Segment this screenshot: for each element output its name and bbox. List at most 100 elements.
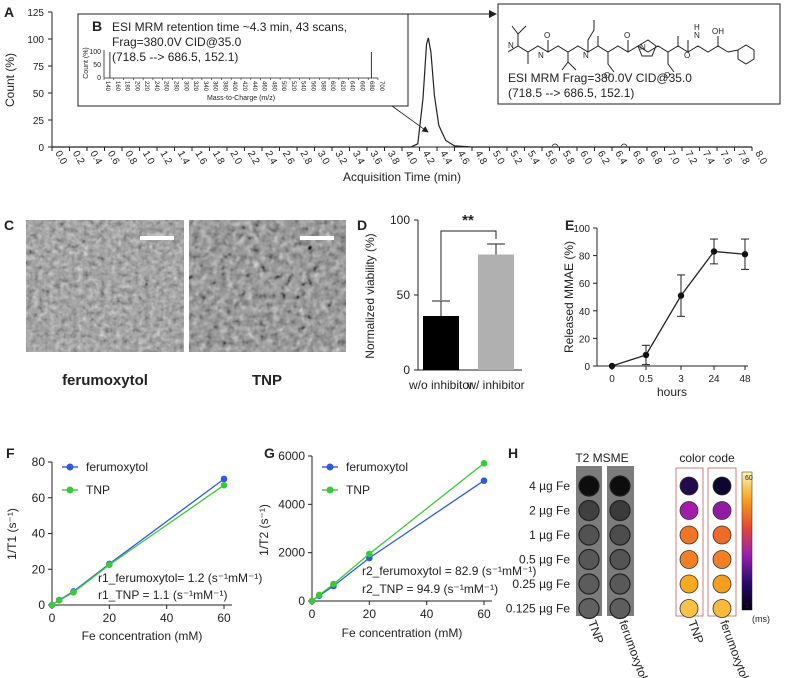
- chart-b-x-tick-label: 200: [133, 81, 139, 92]
- chart-e-y-tick-label: 60: [579, 279, 591, 290]
- chart-b-x-tick-label: 600: [329, 81, 335, 92]
- color-sample-well: [679, 501, 699, 520]
- molecule-skeleton: [507, 20, 755, 73]
- chart-g-y-tick-label: 0: [298, 594, 305, 608]
- color-sample-well: [679, 599, 699, 618]
- atom-label: O: [624, 31, 630, 40]
- chart-b-x-tick-label: 520: [290, 81, 296, 92]
- chart-f-point: [70, 589, 77, 596]
- legend-marker: [66, 463, 74, 471]
- mri-col-label: ferumoxytol: [717, 618, 751, 678]
- chart-b-x-tick-label: 480: [270, 81, 276, 92]
- chart-f-annotation-1: r1_ferumoxytol= 1.2 (s⁻¹mM⁻¹): [98, 571, 262, 585]
- chart-b-x-tick-label: 380: [221, 81, 227, 92]
- chart-a-x-tick-label: 6.0: [577, 149, 594, 167]
- chart-a-x-tick-label: 4.2: [420, 149, 437, 167]
- chart-e-point: [741, 251, 749, 258]
- t2-sample-well: [578, 573, 600, 595]
- chart-a-x-tick-label: 7.0: [665, 149, 682, 167]
- colorbar-unit: (ms): [752, 614, 770, 624]
- atom-label: OH: [712, 27, 724, 36]
- chart-b-x-tick-label: 180: [124, 81, 130, 92]
- chart-d-ylabel: Normalized viability (%): [363, 233, 377, 358]
- chart-a-x-tick-label: 7.2: [682, 149, 699, 167]
- chart-b: B ESI MRM retention time ~4.3 min, 43 sc…: [77, 13, 409, 107]
- chart-f-y-tick-label: 60: [32, 491, 46, 505]
- chart-g-x-tick-label: 20: [363, 607, 377, 621]
- panel-label-d: D: [357, 217, 367, 233]
- chart-b-xlabel: Mass-to-Charge (m/z): [207, 95, 275, 102]
- chart-g-legend: ferumoxytol TNP: [322, 460, 408, 497]
- legend-marker: [66, 486, 74, 494]
- chart-b-x-tick-label: 240: [153, 81, 159, 92]
- scale-bar: [300, 236, 334, 240]
- t2-sample-well: [609, 597, 631, 620]
- chart-f-x-tick-label: 20: [103, 611, 117, 625]
- chart-e-ylabel: Released MMAE (%): [562, 241, 576, 353]
- chart-d-y-tick-label: 0: [403, 363, 410, 377]
- chart-a-x-tick-label: 5.6: [542, 149, 559, 167]
- chart-f-y-tick-label: 40: [32, 527, 46, 541]
- chart-b-subtitle-2: (718.5 --> 686.5, 152.1): [112, 50, 238, 64]
- colorbar: [741, 471, 753, 611]
- color-sample-well: [679, 550, 699, 569]
- atom-label: N: [538, 51, 544, 60]
- chart-e-x-tick-label: 0.5: [639, 374, 653, 385]
- chart-d-y-tick-label: 50: [397, 288, 411, 302]
- chart-g-point: [308, 597, 316, 605]
- chart-a-x-tick-label: 1.4: [175, 149, 192, 167]
- chart-e: 0 20 40 60 80 100 0 0.5 3 24 48 hours Released MM…: [562, 224, 751, 399]
- chart-a-x-tick-label: 0.2: [70, 149, 87, 167]
- tem-label-ferumoxytol: ferumoxytol: [62, 372, 148, 389]
- chart-g-xlabel: Fe concentration (mM): [342, 626, 463, 640]
- chart-e-point: [677, 292, 685, 299]
- chart-f-xlabel: Fe concentration (mM): [82, 629, 203, 643]
- chart-b-x-tick-label: 300: [182, 81, 188, 92]
- chart-b-x-tick-label: 360: [212, 81, 218, 92]
- chart-a-y-tick-label: 50: [33, 89, 45, 100]
- chart-a-y-tick-label: 100: [27, 35, 44, 46]
- chart-g: 0 20 40 60 0 2000 4000 6000 ferumoxytol TNP r2_…: [257, 449, 536, 640]
- chart-a-x-tick-label: 4.4: [437, 149, 454, 167]
- panel-label-g: G: [264, 445, 275, 461]
- chart-a-x-tick-label: 3.0: [315, 149, 332, 167]
- chart-a-x-tick-label: 5.8: [560, 149, 577, 167]
- chart-a-x-tick-label: 5.4: [525, 149, 542, 167]
- legend-label: ferumoxytol: [346, 460, 408, 474]
- chart-g-point: [315, 591, 323, 599]
- chart-g-point: [480, 477, 488, 484]
- chart-a-x-tick-label: 5.0: [490, 149, 507, 167]
- chart-b-ylabel: Count (%): [83, 47, 90, 79]
- chart-b-y-tick-label: 50: [93, 62, 101, 69]
- chart-e-point: [642, 351, 650, 359]
- panel-label-h: H: [508, 445, 518, 461]
- chart-b-x-tick-label: 580: [319, 81, 325, 92]
- atom-label: O: [684, 51, 690, 60]
- chart-f-point: [55, 597, 63, 604]
- chart-g-ylabel: 1/T2 (s⁻¹): [257, 504, 271, 556]
- significance-stars: **: [462, 212, 474, 229]
- chart-b-title: ESI MRM retention time ~4.3 min, 43 scan…: [112, 20, 347, 34]
- chart-b-x-tick-label: 340: [202, 81, 208, 92]
- chart-g-annotation-2: r2_TNP = 94.9 (s⁻¹mM⁻¹): [362, 582, 498, 596]
- t2-sample-well: [578, 548, 600, 571]
- chart-g-x-tick-label: 60: [477, 607, 491, 621]
- chart-b-x-tick-label: 280: [173, 81, 179, 92]
- chart-a-x-tick-label: 1.0: [140, 149, 157, 167]
- chart-a-y-tick-label: 125: [27, 8, 44, 19]
- color-sample-well: [679, 574, 699, 594]
- chart-e-y-tick-label: 20: [579, 334, 591, 345]
- chart-b-x-tick-label: 540: [300, 81, 306, 92]
- chart-b-x-tick-label: 140: [104, 81, 110, 92]
- color-sample-well: [679, 525, 699, 545]
- legend-label: TNP: [86, 483, 110, 497]
- color-sample-well: [712, 574, 732, 594]
- color-sample-well: [712, 476, 732, 496]
- structure-caption-1: ESI MRM Frag=380.0V CID@35.0: [508, 71, 692, 85]
- color-sample-well: [712, 525, 732, 545]
- atom-label: N: [583, 51, 589, 60]
- chart-f-legend: ferumoxytol TNP: [62, 460, 148, 497]
- mri-row-label: 4 µg Fe: [529, 479, 570, 493]
